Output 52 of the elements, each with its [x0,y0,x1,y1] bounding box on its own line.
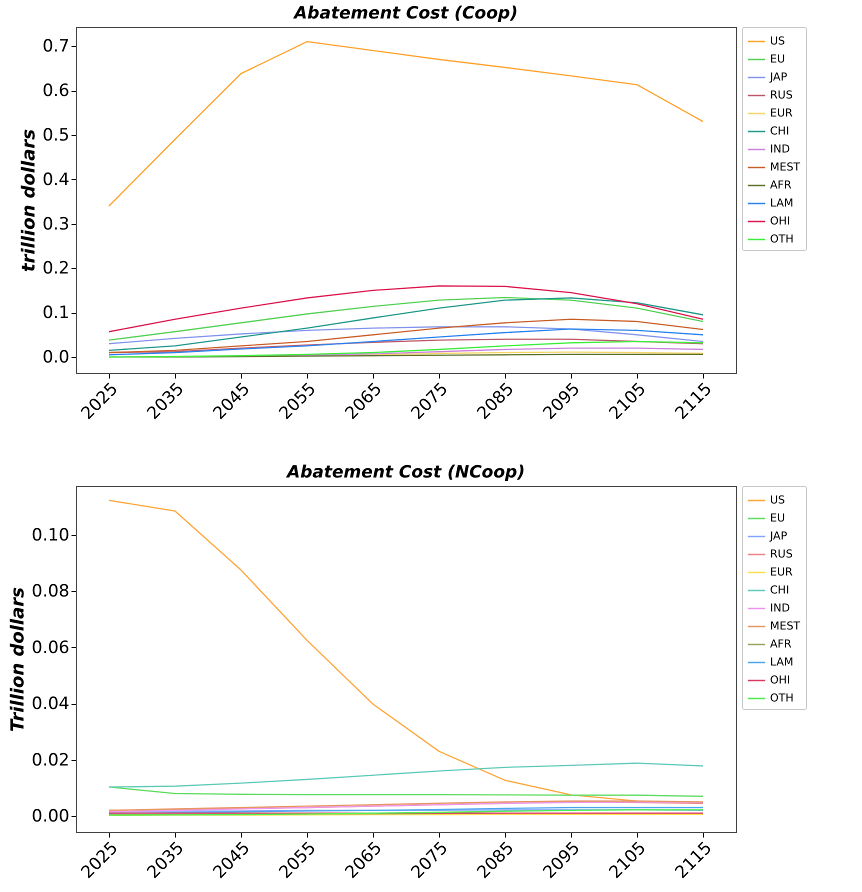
legend-label: OTH [770,692,794,704]
legend-label: EUR [770,566,793,578]
y-tick-label: 0.10 [32,525,70,546]
legend-label: EU [770,52,786,66]
line-series [108,285,704,332]
line-series [108,297,704,351]
legend-label: LAM [770,656,794,668]
chart-title: Abatement Cost (NCoop) [285,462,525,482]
legend-label: RUS [770,88,793,102]
y-tick-label: 0.0 [42,348,70,368]
line-series [108,328,704,356]
line-series [108,318,704,354]
legend-label: AFR [770,178,792,192]
line-series [108,41,704,207]
legend-label: US [770,494,786,506]
legend-label: MEST [770,160,800,174]
legend-label: US [770,34,786,48]
y-tick-label: 0.3 [42,214,70,234]
y-tick-label: 0.06 [32,638,70,658]
legend-label: IND [770,142,790,156]
y-tick-label: 0.00 [32,806,70,826]
line-series [108,786,704,797]
legend-label: IND [770,602,790,614]
line-series [108,296,704,341]
y-tick-label: 0.4 [42,170,70,190]
chart-title: Abatement Cost (Coop) [292,4,518,24]
y-axis-title: trillion dollars [18,128,40,272]
line-series [108,340,704,358]
line-series [108,326,704,344]
legend-label: EU [770,512,786,524]
y-tick-label: 0.7 [42,36,70,57]
legend-label: MEST [770,620,800,632]
legend-label: JAP [769,530,788,542]
y-tick-label: 0.08 [32,582,70,602]
legend-label: OHI [770,214,790,228]
legend-label: RUS [770,548,793,560]
legend-label: CHI [770,124,790,138]
legend-label: EUR [770,106,793,120]
y-tick-label: 0.2 [42,258,70,279]
y-axis-title: Trillion dollars [8,586,29,732]
y-tick-label: 0.6 [42,81,70,102]
legend-label: OTH [770,232,794,246]
line-series [108,762,704,788]
y-tick-label: 0.02 [32,750,70,770]
legend-label: JAP [769,70,788,84]
y-tick-label: 0.1 [42,303,70,324]
legend-label: OHI [770,674,790,686]
y-tick-label: 0.5 [42,125,70,146]
y-tick-label: 0.04 [32,694,70,714]
legend-label: LAM [770,196,794,210]
legend-label: CHI [770,584,790,596]
legend-label: AFR [770,638,792,650]
